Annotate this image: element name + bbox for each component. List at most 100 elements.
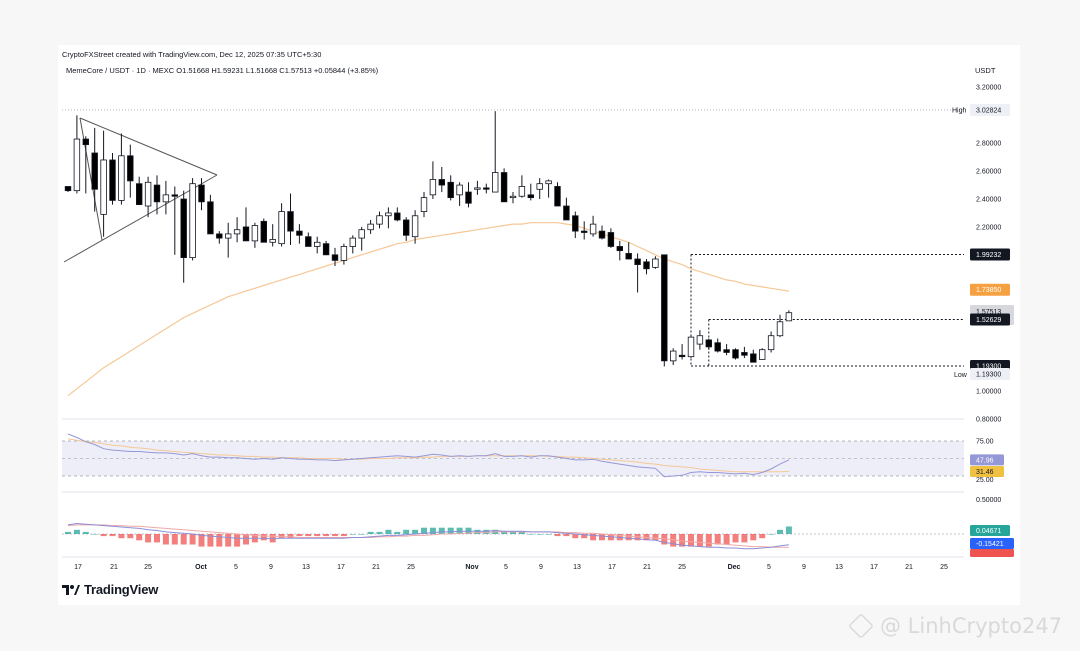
candle-body [402, 219, 410, 236]
macd-histogram-bar [518, 531, 525, 534]
candle-body [278, 211, 285, 245]
macd-histogram-bar [118, 534, 125, 539]
macd-histogram-bar [189, 534, 196, 545]
candle-body [358, 229, 365, 239]
macd-histogram-bar [260, 534, 267, 541]
candle-body [207, 201, 214, 235]
price-axis-tick: 1.00000 [976, 389, 1001, 396]
price-unit: USDT [975, 66, 996, 75]
candle-body [331, 254, 339, 261]
candle-body [171, 194, 178, 197]
candle-body [322, 243, 330, 256]
low-value-label: 1.19300 [976, 372, 1001, 379]
time-axis-tick: 5 [504, 564, 508, 571]
candle-body [162, 194, 170, 203]
chart-card [58, 45, 1020, 605]
candle-body [135, 183, 143, 206]
macd-histogram-bar [741, 534, 748, 543]
candle-body [429, 179, 437, 196]
macd-histogram-bar [768, 534, 775, 535]
macd-histogram-bar [563, 534, 570, 537]
moving-average-line [67, 222, 789, 397]
macd-histogram-bar [501, 531, 508, 534]
macd-histogram-bar [670, 534, 677, 547]
low-value-box [970, 368, 1010, 380]
time-axis-tick: 9 [539, 564, 543, 571]
time-axis-tick: 17 [870, 564, 878, 571]
time-axis-tick: 25 [678, 564, 686, 571]
macd-histogram-bar [296, 534, 303, 537]
candle-body [643, 261, 650, 270]
rsi-value-box [970, 454, 1004, 466]
candle-body [491, 172, 499, 193]
time-axis-tick: 21 [110, 564, 118, 571]
time-axis-tick: 9 [802, 564, 806, 571]
macd-signal-line [67, 524, 789, 548]
macd-histogram-bar [358, 534, 365, 535]
price-axis-tick: 2.80000 [976, 141, 1001, 148]
high-label: High [952, 108, 967, 115]
candle-body [563, 205, 570, 221]
candle-body [670, 350, 677, 362]
price-axis-tick: 0.80000 [976, 417, 1001, 424]
candle-body [687, 336, 695, 358]
macd-histogram-bar [287, 534, 294, 539]
candle-body [598, 230, 606, 239]
candle-body [678, 354, 686, 358]
macd-histogram-bar [759, 534, 766, 539]
macd-histogram-bar [554, 534, 561, 537]
macd-histogram-bar [278, 534, 285, 539]
candle-body [616, 246, 623, 252]
time-axis-tick: 25 [940, 564, 948, 571]
candle-body [438, 179, 445, 186]
candle-body [313, 241, 321, 247]
macd-value-label: -0.15421 [976, 541, 1004, 548]
candle-body [536, 183, 543, 190]
candle-body [474, 187, 481, 190]
candle-body [500, 172, 508, 203]
candle-body [100, 159, 107, 215]
candle-body [376, 215, 383, 225]
diamond-icon [848, 613, 874, 639]
macd-histogram-bar [403, 529, 410, 534]
macd-histogram-bar [243, 534, 249, 545]
triangle-side-line [79, 117, 103, 241]
level-low-label: 1.19300 [976, 364, 1001, 371]
candle-body [776, 321, 784, 337]
candle-body [73, 138, 81, 192]
candle-body [545, 180, 552, 185]
rsi-ma-line [67, 438, 789, 473]
candle-body [269, 239, 276, 243]
macd-histogram-bar [447, 527, 454, 534]
tradingview-logo-text: TradingView [84, 582, 159, 597]
low-label: Low [954, 372, 968, 379]
candle-body [785, 312, 793, 322]
candle-body [634, 258, 641, 265]
macd-histogram-bar [652, 534, 659, 541]
macd-histogram-bar [536, 534, 543, 535]
macd-histogram-bar [332, 534, 338, 537]
macd-histogram-bar [599, 534, 605, 541]
candle-body [625, 253, 632, 260]
candle-body [118, 155, 125, 201]
time-axis-tick: 13 [835, 564, 843, 571]
time-axis-tick: Dec [728, 564, 741, 571]
candle-body [741, 352, 748, 356]
price-axis-tick: 2.20000 [976, 225, 1001, 232]
candle-body [242, 226, 250, 242]
time-axis-tick: 25 [407, 564, 415, 571]
candle-body [767, 335, 775, 351]
macd-value-box [970, 538, 1014, 549]
price-axis-tick: 3.20000 [976, 85, 1001, 92]
candle-body [153, 184, 161, 203]
candle-body [287, 211, 294, 232]
triangle-upper-line [79, 117, 218, 176]
macd-histogram-bar [527, 534, 534, 535]
macd-histogram-bar [421, 527, 427, 534]
candle-body [411, 215, 419, 238]
candle-body [109, 159, 116, 201]
macd-histogram-bar [572, 534, 579, 539]
macd-signal-value-box [970, 549, 1014, 557]
candle-body [447, 181, 454, 199]
